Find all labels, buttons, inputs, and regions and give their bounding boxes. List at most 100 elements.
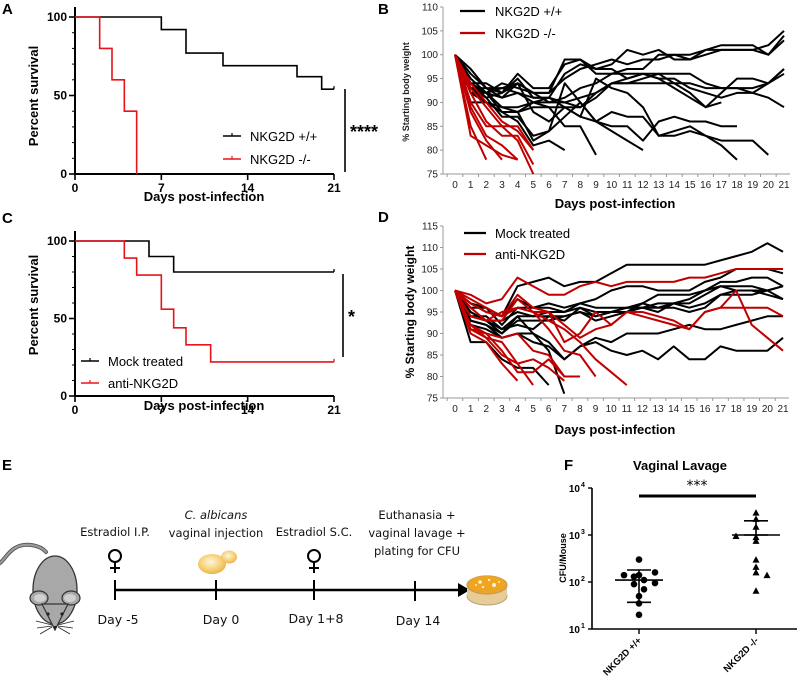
panel-label-d: D: [378, 209, 389, 226]
panel-label-c: C: [2, 210, 13, 227]
y-tick-label: 80: [427, 146, 439, 157]
weight-line-treatment: [454, 268, 783, 305]
y-tick-label: 95: [427, 308, 439, 319]
x-tick-label: NKG2D -/-: [722, 635, 762, 675]
weight-line-control: [454, 34, 785, 94]
panel-label-a: A: [2, 1, 13, 18]
data-point: [651, 579, 659, 587]
weight-line-control: [454, 54, 722, 113]
y-tick-label: 10: [569, 484, 581, 495]
x-tick-label: 6: [546, 180, 552, 191]
event-label-vaginal-injection: vaginal injection: [169, 526, 264, 540]
x-tick-label: 2: [484, 180, 490, 191]
panel-c-xlabel: Days post-infection: [144, 398, 265, 413]
legend-label-mock: Mock treated: [108, 354, 183, 369]
data-point: [752, 523, 760, 530]
x-tick-label: 17: [715, 404, 727, 415]
x-tick-label: 7: [158, 403, 165, 417]
x-tick-label: 14: [669, 180, 681, 191]
weight-line-treatment: [454, 289, 597, 378]
panel-a-ylabel: Percent survival: [26, 46, 41, 146]
x-tick-label: 19: [746, 404, 758, 415]
x-tick-label: 7: [562, 404, 568, 415]
weight-line-treatment: [454, 290, 566, 378]
y-tick-label: 75: [427, 170, 439, 181]
y-tick-exponent: 2: [581, 576, 585, 583]
data-point: [635, 600, 643, 607]
data-point: [630, 573, 638, 580]
data-point: [630, 580, 638, 588]
x-tick-label: 12: [637, 180, 649, 191]
panel-f-significance: ***: [687, 478, 708, 494]
survival-curve-control: [75, 240, 334, 273]
panel-label-e: E: [2, 457, 12, 474]
weight-line-control: [454, 290, 550, 386]
x-tick-label: 21: [777, 404, 789, 415]
x-tick-label: 4: [515, 180, 521, 191]
data-point: [763, 571, 771, 579]
x-tick-label: 18: [731, 404, 743, 415]
weight-line-treatment: [454, 54, 518, 161]
day-label-0: Day 0: [203, 612, 240, 627]
data-point: [752, 533, 760, 541]
y-tick-label: 105: [421, 26, 438, 37]
event-label-c-albicans: C. albicans: [185, 508, 248, 522]
panel-label-f: F: [564, 457, 573, 474]
y-tick-label: 100: [47, 10, 67, 24]
y-tick-exponent: 1: [581, 623, 585, 630]
x-tick-label: 4: [515, 404, 521, 415]
panel-c-ylabel: Percent survival: [26, 255, 41, 355]
panel-a-xlabel: Days post-infection: [144, 189, 265, 204]
timeline: [115, 583, 470, 597]
data-point: [732, 532, 740, 540]
x-tick-label: 3: [499, 180, 505, 191]
legend-label-nkg2d-ko: NKG2D -/-: [250, 152, 311, 167]
x-tick-label: 6: [546, 404, 552, 415]
data-point: [635, 611, 643, 619]
event-label-estradiol-ip: Estradiol I.P.: [80, 525, 150, 539]
y-tick-label: 90: [427, 329, 439, 340]
panel-d-ylabel: % Starting body weight: [403, 246, 417, 379]
weight-line-control: [454, 54, 738, 161]
data-point: [651, 569, 659, 576]
panel-a-significance: ****: [350, 122, 378, 142]
y-tick-label: 100: [47, 234, 67, 248]
panel-a: A 0 50 100 0 7 14 21 Percent survival Days pos…: [2, 1, 378, 204]
weight-line-treatment: [454, 54, 535, 175]
panel-c-axes: 0 50 100 0 7 14 21: [47, 231, 341, 417]
weight-line-control: [454, 285, 784, 322]
x-tick-label: 14: [668, 404, 680, 415]
weight-line-treatment: [454, 290, 519, 382]
x-tick-label: 5: [531, 180, 537, 191]
y-tick-label: 85: [427, 122, 439, 133]
legend-label-anti-nkg2d: anti-NKG2D: [495, 247, 565, 262]
event-label-vaginal-lavage: vaginal lavage +: [368, 526, 465, 540]
x-tick-label: 14: [241, 181, 255, 195]
panel-f-ylabel: CFU/Mouse: [558, 533, 568, 583]
weight-line-treatment: [454, 289, 628, 386]
panel-a-axes: 0 50 100 0 7 14 21: [47, 7, 341, 195]
x-tick-label: 20: [763, 180, 775, 191]
x-tick-label: 2: [483, 404, 489, 415]
x-tick-label: 19: [747, 180, 759, 191]
x-tick-label: NKG2D +/+: [601, 635, 644, 678]
legend-label-nkg2d-wt: NKG2D +/+: [250, 129, 317, 144]
event-label-plating: plating for CFU: [374, 544, 460, 558]
y-tick-label: 0: [60, 167, 67, 181]
panel-c: C 0 50 100 0 7 14 21 Percent survival Days pos…: [2, 210, 355, 417]
legend-label-anti-nkg2d: anti-NKG2D: [108, 376, 178, 391]
data-point: [752, 568, 760, 576]
data-point: [752, 556, 760, 563]
y-tick-label: 100: [421, 50, 438, 61]
panel-f-plot: [615, 509, 780, 619]
weight-line-control: [454, 54, 769, 156]
weight-line-control: [454, 39, 785, 94]
y-tick-label: 75: [427, 394, 439, 405]
weight-line-treatment: [454, 289, 784, 352]
x-tick-label: 0: [72, 181, 79, 195]
x-tick-label: 14: [241, 403, 255, 417]
data-point: [635, 556, 643, 563]
y-tick-exponent: 3: [581, 529, 585, 536]
panel-d-xlabel: Days post-infection: [555, 422, 676, 437]
